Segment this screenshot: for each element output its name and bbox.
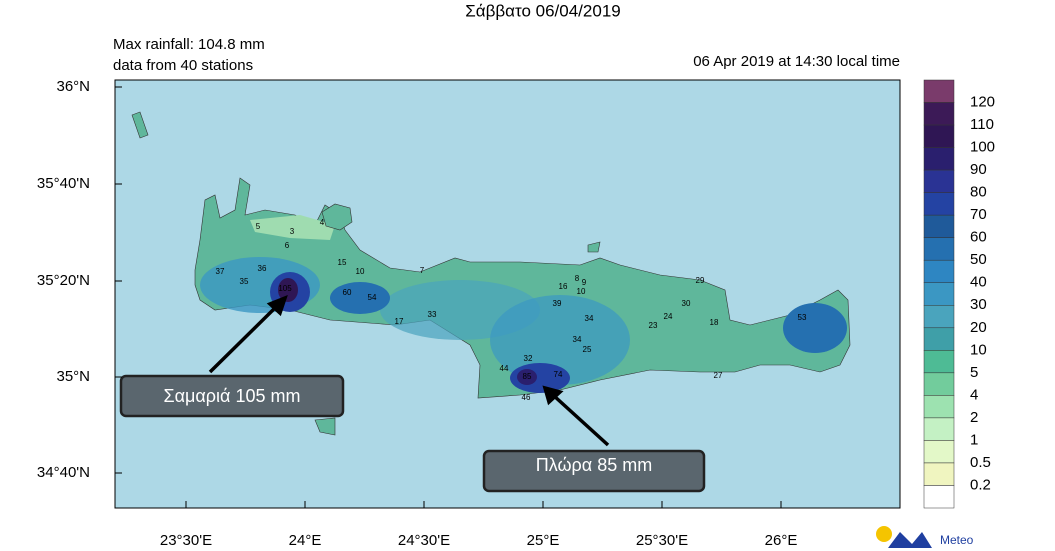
station-value: 60 (343, 288, 352, 297)
colorbar-label: 30 (970, 296, 987, 313)
colorbar-swatch (923, 395, 955, 419)
station-value: 39 (553, 299, 562, 308)
station-value: 8 (575, 274, 580, 283)
title: Σάββατο 06/04/2019 (465, 1, 620, 20)
colorbar-label: 20 (970, 319, 987, 336)
station-value: 25 (583, 345, 592, 354)
colorbar-swatch (923, 259, 955, 283)
colorbar-swatch (923, 462, 955, 486)
station-value: 54 (368, 293, 377, 302)
station-value: 74 (554, 370, 563, 379)
lat-label: 34°40'N (37, 464, 90, 481)
colorbar-label: 1 (970, 431, 978, 448)
callout-label: Πλώρα 85 mm (536, 455, 652, 475)
station-value: 10 (577, 287, 586, 296)
station-value: 6 (285, 241, 290, 250)
callout-box (119, 374, 345, 418)
colorbar-label: 4 (970, 386, 978, 403)
station-value: 7 (420, 266, 425, 275)
colorbar-label: 5 (970, 364, 978, 381)
colorbar-swatch (923, 102, 955, 126)
station-value: 35 (240, 277, 249, 286)
callout-arrows (208, 294, 610, 447)
lon-label: 25°30'E (636, 532, 688, 549)
station-value: 46 (522, 393, 531, 402)
station-value: 37 (216, 267, 225, 276)
station-value: 3 (290, 227, 295, 236)
lat-label: 35°N (56, 368, 90, 385)
station-value: 30 (682, 299, 691, 308)
station-value: 24 (664, 312, 673, 321)
station-value: 32 (524, 354, 533, 363)
station-value: 18 (710, 318, 719, 327)
lon-label: 25°E (527, 532, 560, 549)
station-value: 33 (428, 310, 437, 319)
station-value: 29 (696, 276, 705, 285)
callout-box (482, 449, 706, 493)
station-value: 44 (500, 364, 509, 373)
colorbar-label: 2 (970, 409, 978, 426)
station-value: 27 (714, 371, 723, 380)
colorbar-label: 100 (970, 139, 995, 156)
logo-text: Meteo (940, 533, 974, 547)
lat-label: 36°N (56, 78, 90, 95)
colorbar-label: 50 (970, 251, 987, 268)
colorbar-swatch (923, 79, 955, 103)
colorbar-label: 60 (970, 229, 987, 246)
colorbar-swatch (923, 350, 955, 374)
station-value: 34 (585, 314, 594, 323)
colorbar-label: 120 (970, 93, 995, 110)
colorbar-label: 10 (970, 341, 987, 358)
lon-label: 24°E (289, 532, 322, 549)
station-value: 23 (649, 321, 658, 330)
station-count: data from 40 stations (113, 57, 253, 74)
colorbar-swatch (923, 169, 955, 193)
timestamp: 06 Apr 2019 at 14:30 local time (693, 53, 900, 70)
colorbar-swatch (923, 417, 955, 441)
crete (131, 111, 851, 436)
station-value: 85 (523, 372, 532, 381)
colorbar-label: 90 (970, 161, 987, 178)
station-value: 17 (395, 317, 404, 326)
colorbar-swatch (923, 327, 955, 351)
colorbar-label: 40 (970, 274, 987, 291)
colorbar-swatch (923, 214, 955, 238)
station-value: 5 (256, 222, 261, 231)
station-value: 36 (258, 264, 267, 273)
lat-label: 35°20'N (37, 272, 90, 289)
station-value: 9 (582, 278, 587, 287)
station-value: 16 (559, 282, 568, 291)
colorbar-swatch (923, 440, 955, 464)
station-value: 15 (338, 258, 347, 267)
colorbar-label: 80 (970, 184, 987, 201)
lon-label: 24°30'E (398, 532, 450, 549)
station-value: 105 (278, 284, 292, 293)
logo: Meteo (876, 526, 974, 548)
colorbar-label: 70 (970, 206, 987, 223)
station-value: 53 (798, 313, 807, 322)
colorbar-swatch (923, 485, 955, 509)
colorbar-label: 0.5 (970, 454, 991, 471)
colorbar-label: 110 (970, 116, 994, 133)
colorbar-swatch (923, 282, 955, 306)
lon-label: 26°E (765, 532, 798, 549)
station-value: 4 (320, 218, 325, 227)
colorbar-swatch (923, 124, 955, 148)
lon-label: 23°30'E (160, 532, 212, 549)
colorbar-label: 0.2 (970, 476, 991, 493)
callout-label: Σαμαριά 105 mm (164, 386, 301, 406)
colorbar-swatch (923, 372, 955, 396)
colorbar-swatch (923, 147, 955, 171)
colorbar-swatch (923, 237, 955, 261)
colorbar-swatch (923, 192, 955, 216)
lat-label: 35°40'N (37, 175, 90, 192)
station-value: 10 (356, 267, 365, 276)
station-value: 34 (573, 335, 582, 344)
max-rainfall: Max rainfall: 104.8 mm (113, 36, 265, 53)
colorbar-swatch (923, 305, 955, 329)
